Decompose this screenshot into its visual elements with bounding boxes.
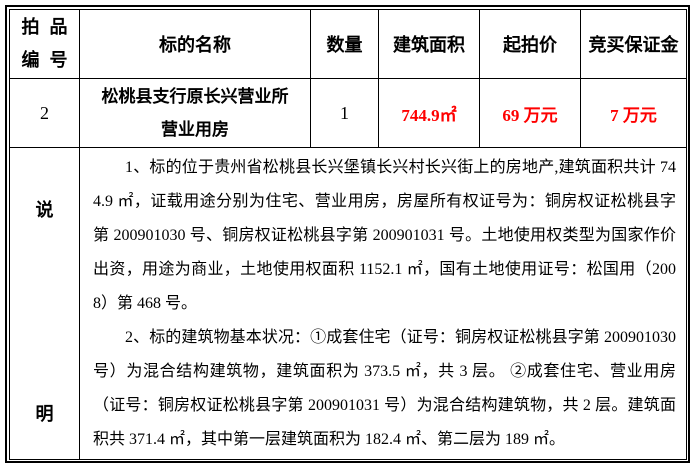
notes-paragraph-1: 1、标的位于贵州省松桃县长兴堡镇长兴村长兴街上的房地产,建筑面积共计 744.9… [93, 159, 676, 312]
col-header-item-no: 拍 品 编 号 [9, 9, 80, 79]
notes-label-cell: 说 明 [9, 147, 80, 460]
notes-label: 说 明 [11, 154, 79, 454]
notes-row: 说 明 1、标的位于贵州省松桃县长兴堡镇长兴村长兴街上的房地产,建筑面积共计 7… [9, 147, 687, 460]
col-header-deposit: 竞买保证金 [580, 9, 687, 79]
col-header-item-no-line1: 拍 品 [21, 17, 68, 37]
quantity-value: 1 [310, 78, 379, 148]
col-header-quantity: 数量 [310, 9, 379, 79]
notes-paragraph-2: 2、标的建筑物基本状况：①成套住宅（证号：铜房权证松桃县字第 200901030… [93, 329, 676, 448]
header-row: 拍 品 编 号 标的名称 数量 建筑面积 起拍价 竞买保证金 [9, 9, 687, 79]
col-header-area: 建筑面积 [378, 9, 480, 79]
item-name-line2: 营业用房 [161, 120, 229, 139]
col-header-item-no-line2: 编 号 [21, 50, 68, 70]
item-no-value: 2 [9, 78, 80, 148]
auction-item-row: 2 松桃县支行原长兴营业所 营业用房 1 744.9㎡ 69 万元 7 万元 [9, 78, 687, 148]
notes-label-char2: 明 [35, 403, 54, 424]
deposit-value: 7 万元 [580, 78, 687, 148]
notes-label-char1: 说 [35, 199, 54, 220]
col-header-starting-price: 起拍价 [479, 9, 581, 79]
item-name-line1: 松桃县支行原长兴营业所 [101, 87, 289, 106]
auction-table: 拍 品 编 号 标的名称 数量 建筑面积 起拍价 竞买保证金 2 松桃县支行原长… [9, 9, 687, 460]
starting-price-value: 69 万元 [479, 78, 581, 148]
notes-content-cell: 1、标的位于贵州省松桃县长兴堡镇长兴村长兴街上的房地产,建筑面积共计 744.9… [79, 147, 687, 460]
item-name-value: 松桃县支行原长兴营业所 营业用房 [79, 78, 311, 148]
col-header-name: 标的名称 [79, 9, 311, 79]
area-value: 744.9㎡ [378, 78, 480, 148]
notes-content: 1、标的位于贵州省松桃县长兴堡镇长兴村长兴街上的房地产,建筑面积共计 744.9… [81, 149, 686, 459]
auction-table-border: 拍 品 编 号 标的名称 数量 建筑面积 起拍价 竞买保证金 2 松桃县支行原长… [5, 5, 690, 463]
